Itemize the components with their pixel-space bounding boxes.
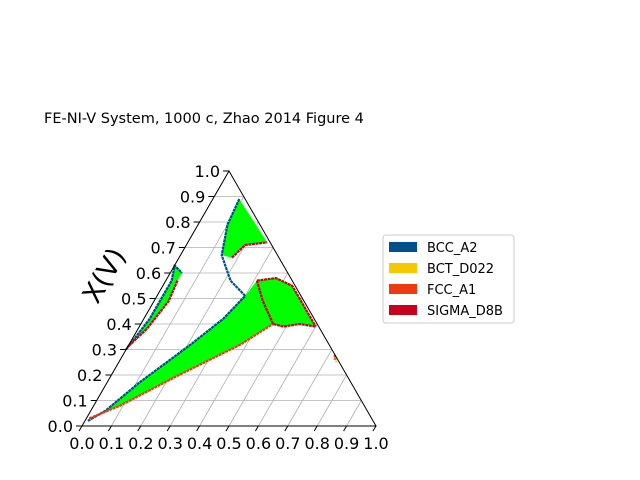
legend-frame bbox=[382, 234, 515, 324]
y-tick-label: 0.6 bbox=[136, 264, 161, 283]
x-tick bbox=[196, 425, 201, 432]
two-phase-region bbox=[221, 199, 268, 258]
x-tick-label: 0.6 bbox=[246, 434, 271, 453]
x-tick bbox=[313, 425, 318, 432]
x-tick bbox=[254, 425, 259, 432]
x-tick-label: 0.0 bbox=[69, 434, 94, 453]
y-tick-label: 0.5 bbox=[121, 290, 146, 309]
y-tick-label: 0.1 bbox=[62, 392, 87, 411]
legend-label: FCC_A1 bbox=[427, 283, 476, 298]
grid-line bbox=[346, 400, 362, 427]
y-tick-label: 0.4 bbox=[106, 315, 131, 334]
x-tick bbox=[225, 425, 230, 432]
legend-label: BCC_A2 bbox=[427, 241, 478, 256]
y-tick-label: 0.2 bbox=[77, 366, 102, 385]
two-phase-region bbox=[126, 265, 182, 350]
chart-title: FE-NI-V System, 1000 c, Zhao 2014 Figure… bbox=[44, 111, 364, 127]
x-tick bbox=[372, 425, 377, 432]
regions bbox=[87, 199, 316, 421]
phase-boundary bbox=[87, 198, 247, 422]
legend-swatch bbox=[389, 242, 417, 252]
y-tick-label: 0.7 bbox=[150, 239, 175, 258]
x-tick bbox=[284, 425, 289, 432]
y-tick-label: 0.9 bbox=[180, 188, 205, 207]
y-tick-label: 0.0 bbox=[48, 417, 73, 436]
grid-line bbox=[258, 323, 318, 427]
x-axis-label: X(NI) bbox=[201, 478, 256, 480]
grid-line bbox=[140, 221, 259, 427]
legend-swatch bbox=[389, 263, 417, 273]
legend-label: BCT_D022 bbox=[427, 262, 494, 277]
x-tick bbox=[166, 425, 171, 432]
legend: BCC_A2 BCT_D022 FCC_A1 SIGMA_D8B bbox=[382, 234, 515, 324]
legend-label: SIGMA_D8B bbox=[427, 304, 503, 319]
phase-boundary bbox=[126, 241, 317, 348]
y-tick-label: 0.3 bbox=[92, 341, 117, 360]
x-tick-label: 0.1 bbox=[99, 434, 124, 453]
x-tick bbox=[78, 425, 83, 432]
x-tick-label: 0.4 bbox=[187, 434, 212, 453]
grid-line bbox=[287, 349, 333, 427]
grid-line bbox=[316, 374, 347, 427]
two-phase-region bbox=[256, 278, 316, 327]
x-tick-label: 0.3 bbox=[157, 434, 182, 453]
legend-swatch bbox=[389, 305, 417, 315]
x-tick bbox=[107, 425, 112, 432]
x-tick-label: 0.8 bbox=[304, 434, 329, 453]
ticks: 0.00.10.20.30.40.50.60.70.80.91.00.0 0.1 0… bbox=[48, 162, 389, 453]
legend-swatch bbox=[389, 284, 417, 294]
x-tick-label: 0.7 bbox=[275, 434, 300, 453]
x-tick-label: 0.2 bbox=[128, 434, 153, 453]
x-tick bbox=[343, 425, 348, 432]
x-tick bbox=[137, 425, 142, 432]
y-tick-label: 1.0 bbox=[195, 162, 220, 181]
x-tick-label: 0.5 bbox=[216, 434, 241, 453]
x-tick-label: 0.9 bbox=[334, 434, 359, 453]
x-tick-label: 1.0 bbox=[363, 434, 388, 453]
y-tick-label: 0.8 bbox=[165, 213, 190, 232]
